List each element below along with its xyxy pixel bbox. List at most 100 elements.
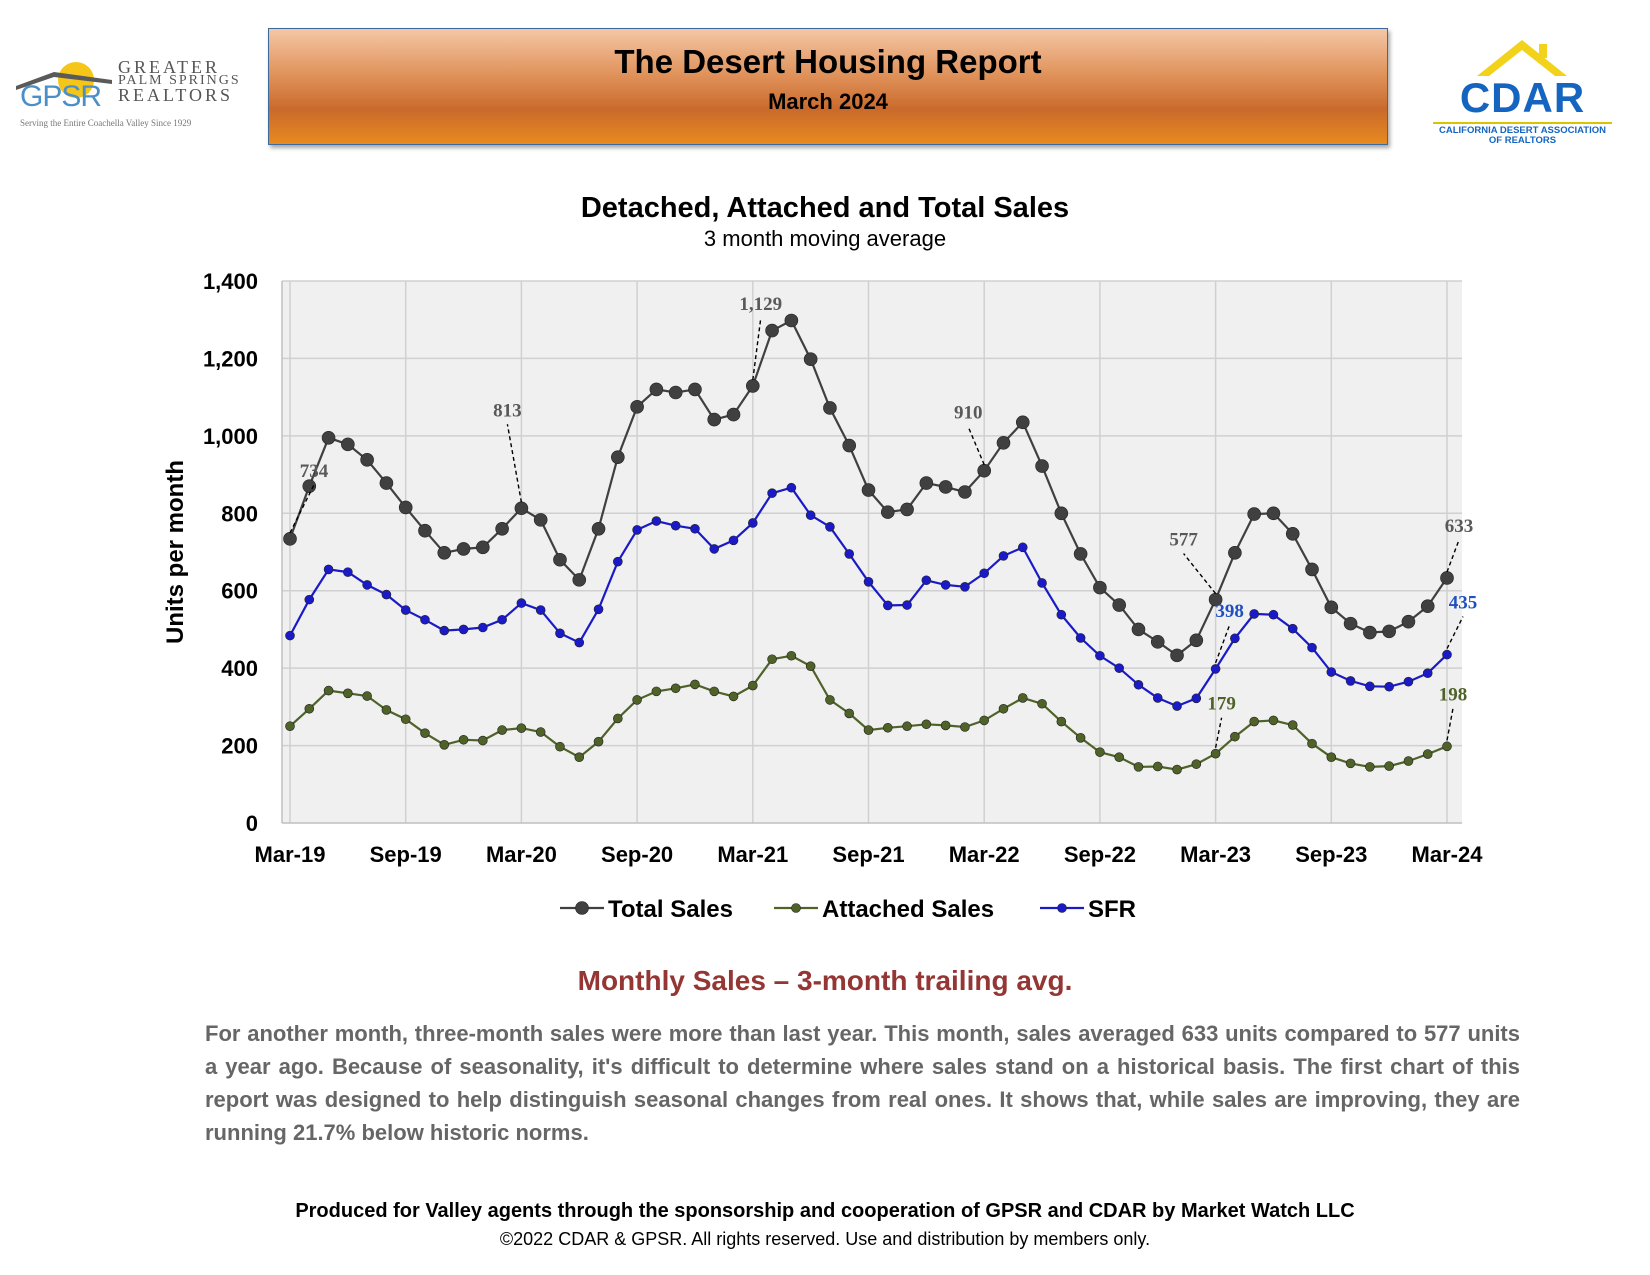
data-label: 179 <box>1207 694 1236 715</box>
annotation-leader <box>1446 708 1454 741</box>
x-tick-label: Sep-21 <box>832 842 904 867</box>
data-label: 1,129 <box>739 294 782 315</box>
data-point <box>341 437 355 452</box>
data-point <box>285 721 295 732</box>
data-point <box>1401 614 1416 629</box>
data-point <box>574 637 585 648</box>
data-point <box>1345 676 1356 686</box>
data-point <box>977 463 992 478</box>
data-point <box>1075 733 1086 743</box>
y-tick-label: 800 <box>221 501 258 526</box>
data-point <box>1093 580 1107 595</box>
data-point <box>516 723 527 733</box>
data-point <box>1382 624 1396 639</box>
report-date: March 2024 <box>768 89 888 114</box>
data-point <box>1054 506 1069 521</box>
data-point <box>690 679 700 690</box>
section-heading: Monthly Sales – 3-month trailing avg. <box>577 965 1073 996</box>
data-point <box>362 691 372 701</box>
data-point <box>1112 598 1126 612</box>
data-point <box>1343 616 1358 631</box>
data-point <box>400 605 411 615</box>
data-point <box>516 598 527 608</box>
data-point <box>979 715 990 726</box>
data-point <box>420 728 430 738</box>
data-point <box>1191 693 1202 704</box>
annotation-leader <box>1214 717 1223 748</box>
data-point <box>478 622 488 633</box>
y-tick-label: 1,400 <box>203 269 258 294</box>
cdar-logo: CDAR CALIFORNIA DESERT ASSOCIATION OF RE… <box>1425 38 1620 148</box>
y-axis-label: Units per month <box>162 460 189 644</box>
data-point <box>458 734 469 745</box>
data-point <box>1073 547 1088 561</box>
data-point <box>1442 649 1452 660</box>
data-point <box>1172 764 1182 775</box>
data-point <box>321 430 336 445</box>
y-tick-label: 0 <box>246 811 258 836</box>
data-point <box>707 412 722 427</box>
data-point <box>1422 749 1433 759</box>
data-point <box>497 614 507 625</box>
data-point <box>998 703 1009 714</box>
data-point <box>1095 650 1105 661</box>
data-point <box>805 510 816 521</box>
legend-label: Total Sales <box>608 896 733 923</box>
cdar-sub-line2: OF REALTORS <box>1488 135 1557 146</box>
data-point <box>823 401 837 415</box>
sales-line-chart: 0 200 400 600 800 1,000 1,200 1,400 Mar-19 Sep-19… <box>162 269 1484 923</box>
data-point <box>786 482 797 493</box>
data-point <box>940 720 951 731</box>
data-point <box>476 540 490 555</box>
data-point <box>844 708 855 719</box>
data-point <box>302 479 317 493</box>
data-point <box>1365 681 1375 692</box>
chart-subtitle: 3 month moving average <box>703 226 947 251</box>
x-tick-label: Sep-22 <box>1064 842 1136 867</box>
data-point <box>323 685 334 696</box>
data-point <box>437 545 452 560</box>
data-point <box>381 589 392 600</box>
data-point <box>902 600 912 610</box>
data-point <box>1422 668 1433 678</box>
data-point <box>1384 681 1394 692</box>
data-label: 633 <box>1445 516 1474 537</box>
annotation-leader <box>289 484 315 534</box>
data-point <box>996 436 1011 450</box>
gpsr-name-line1: GREATER <box>118 57 220 77</box>
annotation-leader <box>1446 616 1464 649</box>
x-tick-label: Mar-24 <box>1412 842 1484 867</box>
data-point <box>1285 527 1300 541</box>
data-point <box>1095 747 1105 757</box>
data-point <box>998 551 1009 561</box>
data-point <box>1287 623 1298 634</box>
data-point <box>825 695 835 705</box>
gpsr-name-line2: PALM SPRINGS <box>118 73 241 88</box>
data-label: 435 <box>1449 593 1478 614</box>
data-point <box>979 568 990 579</box>
data-point <box>343 567 353 577</box>
data-point <box>1075 633 1086 643</box>
data-point <box>439 739 450 750</box>
legend-label: SFR <box>1088 896 1136 923</box>
data-point <box>1210 664 1221 674</box>
x-tick-label: Sep-20 <box>601 842 673 867</box>
data-point <box>572 573 587 587</box>
data-point <box>283 532 297 546</box>
data-point <box>882 722 893 733</box>
data-point <box>651 686 662 697</box>
data-point <box>1017 542 1028 553</box>
data-point <box>1114 663 1124 673</box>
data-point <box>1442 741 1452 752</box>
data-point <box>1015 415 1030 430</box>
data-point <box>398 500 413 515</box>
data-point <box>940 580 951 590</box>
x-tick-label: Mar-20 <box>486 842 557 867</box>
data-point <box>882 600 893 611</box>
data-point <box>1326 667 1337 677</box>
data-point <box>842 438 857 453</box>
data-point <box>861 483 876 497</box>
footer-credit: Produced for Valley agents through the s… <box>295 1200 1355 1222</box>
x-tick-label: Mar-23 <box>1180 842 1251 867</box>
data-point <box>1403 756 1414 766</box>
